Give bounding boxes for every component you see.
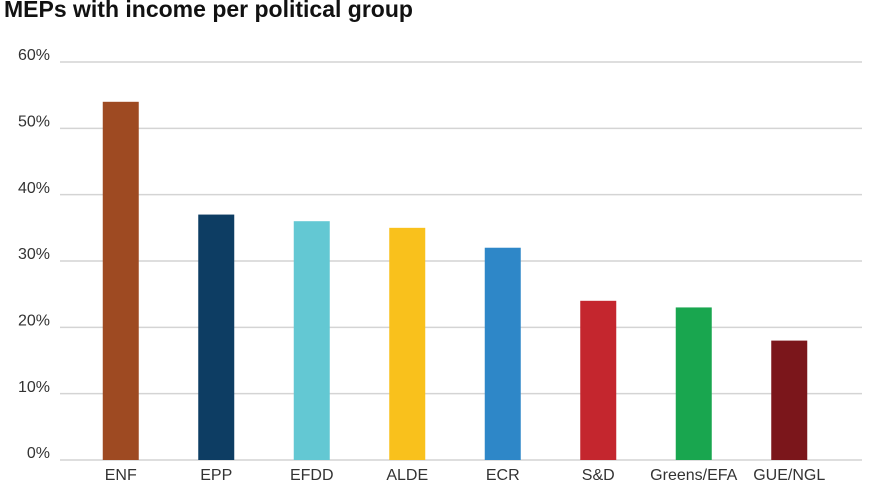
y-tick-label: 20%: [18, 313, 50, 330]
x-tick-label: EPP: [200, 467, 232, 484]
x-tick-label: ENF: [105, 467, 137, 484]
x-tick-label: EFDD: [290, 467, 334, 484]
bar: [293, 221, 330, 460]
bar: [580, 300, 617, 460]
bar: [102, 101, 139, 461]
x-tick-label: Greens/EFA: [650, 467, 737, 484]
bar: [389, 227, 426, 460]
y-tick-label: 60%: [18, 47, 50, 64]
y-tick-label: 40%: [18, 180, 50, 197]
bar: [198, 214, 235, 460]
x-tick-label: ALDE: [386, 467, 428, 484]
bar: [771, 340, 808, 460]
bar: [484, 247, 521, 460]
y-tick-label: 10%: [18, 379, 50, 396]
bar: [675, 307, 712, 460]
x-tick-label: S&D: [582, 467, 615, 484]
y-tick-label: 50%: [18, 114, 50, 131]
x-tick-label: ECR: [486, 467, 520, 484]
y-tick-label: 30%: [18, 246, 50, 263]
chart-title: MEPs with income per political group: [4, 0, 413, 22]
x-tick-label: GUE/NGL: [753, 467, 825, 484]
y-tick-label: 0%: [27, 445, 50, 462]
